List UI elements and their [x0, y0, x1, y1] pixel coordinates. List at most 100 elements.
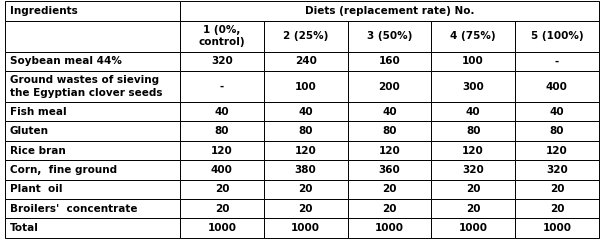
Bar — [347, 160, 431, 180]
Bar — [180, 199, 264, 218]
Text: 40: 40 — [550, 107, 564, 117]
Text: 5 (100%): 5 (100%) — [530, 31, 583, 41]
Bar — [180, 21, 264, 52]
Text: 20: 20 — [215, 184, 229, 194]
Text: 100: 100 — [462, 56, 484, 66]
Bar — [347, 21, 431, 52]
Bar — [180, 71, 264, 102]
Text: 20: 20 — [550, 184, 564, 194]
Bar — [180, 160, 264, 180]
Bar — [515, 199, 599, 218]
Bar — [180, 218, 264, 238]
Bar — [347, 121, 431, 141]
Text: Ground wastes of sieving
the Egyptian clover seeds: Ground wastes of sieving the Egyptian cl… — [10, 75, 162, 98]
Bar — [347, 102, 431, 121]
Text: 400: 400 — [211, 165, 233, 175]
Bar — [347, 180, 431, 199]
Bar — [515, 21, 599, 52]
Text: Plant  oil: Plant oil — [10, 184, 62, 194]
Bar — [264, 141, 347, 160]
Text: 360: 360 — [379, 165, 400, 175]
Text: 300: 300 — [462, 81, 484, 92]
Bar — [180, 102, 264, 121]
Bar — [264, 121, 347, 141]
Text: 120: 120 — [295, 146, 317, 156]
Text: -: - — [220, 81, 224, 92]
Bar — [347, 199, 431, 218]
Text: Broilers'  concentrate: Broilers' concentrate — [10, 204, 137, 214]
Bar — [347, 218, 431, 238]
Bar — [515, 52, 599, 71]
Bar — [431, 160, 515, 180]
Text: Total: Total — [10, 223, 38, 233]
Bar — [5, 141, 180, 160]
Bar — [5, 180, 180, 199]
Bar — [5, 160, 180, 180]
Text: 1 (0%,
control): 1 (0%, control) — [199, 25, 245, 47]
Text: 20: 20 — [298, 184, 313, 194]
Bar — [515, 102, 599, 121]
Bar — [180, 141, 264, 160]
Text: 80: 80 — [550, 126, 564, 136]
Text: Ingredients: Ingredients — [10, 6, 77, 16]
Bar — [264, 102, 347, 121]
Text: Corn,  fine ground: Corn, fine ground — [10, 165, 117, 175]
Text: 400: 400 — [546, 81, 568, 92]
Text: Soybean meal 44%: Soybean meal 44% — [10, 56, 121, 66]
Text: 100: 100 — [295, 81, 317, 92]
Text: 1000: 1000 — [375, 223, 404, 233]
Text: 40: 40 — [215, 107, 229, 117]
Bar — [431, 218, 515, 238]
Text: 1000: 1000 — [458, 223, 488, 233]
Text: 320: 320 — [462, 165, 484, 175]
Bar — [264, 160, 347, 180]
Bar — [264, 180, 347, 199]
Text: 20: 20 — [466, 184, 481, 194]
Text: Gluten: Gluten — [10, 126, 49, 136]
Bar — [431, 71, 515, 102]
Text: 20: 20 — [215, 204, 229, 214]
Text: 320: 320 — [211, 56, 233, 66]
Text: 20: 20 — [466, 204, 481, 214]
Bar — [347, 71, 431, 102]
Bar — [5, 102, 180, 121]
Bar — [431, 121, 515, 141]
Bar — [431, 180, 515, 199]
Text: 120: 120 — [462, 146, 484, 156]
Text: 80: 80 — [466, 126, 481, 136]
Bar — [264, 199, 347, 218]
Text: Rice bran: Rice bran — [10, 146, 65, 156]
Text: 40: 40 — [466, 107, 481, 117]
Text: 80: 80 — [215, 126, 229, 136]
Bar — [180, 121, 264, 141]
Bar — [431, 52, 515, 71]
Bar — [347, 52, 431, 71]
Text: 120: 120 — [211, 146, 233, 156]
Bar — [264, 21, 347, 52]
Text: 1000: 1000 — [291, 223, 320, 233]
Text: Fish meal: Fish meal — [10, 107, 66, 117]
Bar — [180, 1, 599, 21]
Text: 380: 380 — [295, 165, 317, 175]
Bar — [5, 1, 180, 21]
Bar — [5, 121, 180, 141]
Text: 2 (25%): 2 (25%) — [283, 31, 328, 41]
Bar — [5, 71, 180, 102]
Bar — [431, 199, 515, 218]
Text: 40: 40 — [382, 107, 397, 117]
Bar — [515, 121, 599, 141]
Bar — [5, 218, 180, 238]
Bar — [515, 160, 599, 180]
Text: 20: 20 — [550, 204, 564, 214]
Bar — [347, 141, 431, 160]
Text: 20: 20 — [382, 204, 397, 214]
Text: 160: 160 — [379, 56, 400, 66]
Bar — [431, 141, 515, 160]
Bar — [5, 21, 180, 52]
Bar — [5, 199, 180, 218]
Text: 320: 320 — [546, 165, 568, 175]
Text: 1000: 1000 — [208, 223, 236, 233]
Bar — [515, 71, 599, 102]
Text: Diets (replacement rate) No.: Diets (replacement rate) No. — [305, 6, 474, 16]
Text: 120: 120 — [379, 146, 400, 156]
